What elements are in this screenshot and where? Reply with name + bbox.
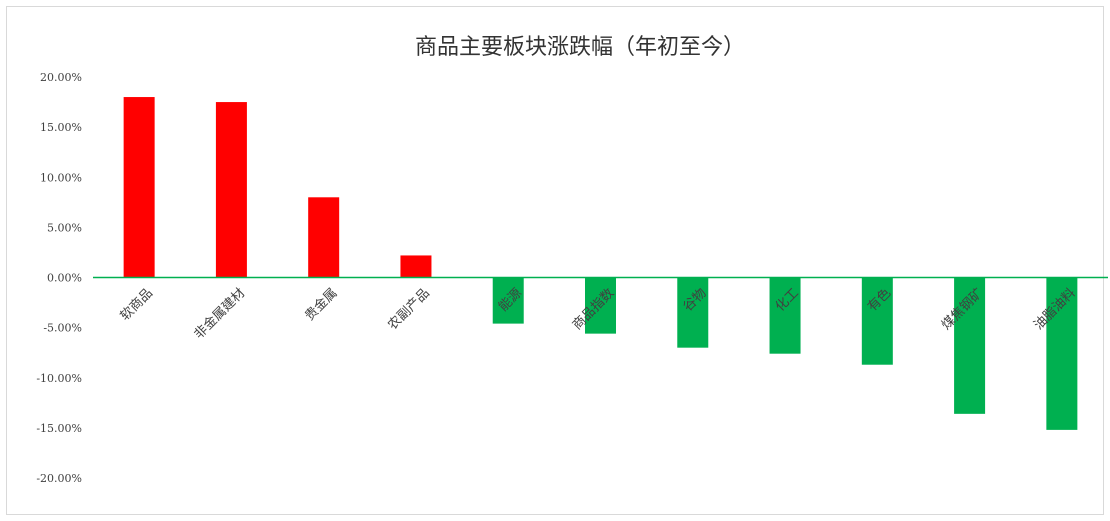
- chart-title: 商品主要板块涨跌幅（年初至今）: [415, 35, 745, 60]
- y-tick-label: 10.00%: [40, 171, 82, 184]
- bar: [400, 255, 432, 278]
- x-tick-label: 非金属建材: [191, 285, 248, 342]
- y-tick-label: -20.00%: [36, 472, 82, 485]
- y-tick-label: -5.00%: [43, 322, 82, 335]
- y-axis: 20.00% 15.00% 10.00% 5.00% 0.00% -5.00% -10.00…: [36, 71, 82, 485]
- y-tick-label: 15.00%: [40, 121, 82, 134]
- bar: [308, 197, 340, 278]
- bar: [677, 277, 709, 348]
- bar: [585, 277, 616, 334]
- bar: [861, 277, 893, 365]
- y-tick-label: -10.00%: [36, 372, 82, 385]
- bar: [123, 97, 155, 278]
- y-tick-label: 0.00%: [47, 272, 82, 285]
- y-tick-label: -15.00%: [36, 422, 82, 435]
- x-tick-label: 贵金属: [302, 285, 341, 324]
- y-tick-label: 20.00%: [40, 71, 82, 84]
- bar: [769, 277, 801, 354]
- bars: [123, 97, 1078, 430]
- chart-frame: [6, 6, 1104, 515]
- bar: [215, 102, 247, 278]
- bar: [492, 277, 524, 324]
- x-tick-label: 软商品: [118, 286, 156, 324]
- y-tick-label: 5.00%: [47, 221, 82, 234]
- x-axis: 软商品 非金属建材 贵金属 农副产品 能源 商品指数 谷物 化工 有色 煤焦钢矿 油脂油料: [118, 285, 1079, 342]
- bar: [1046, 277, 1078, 430]
- x-tick-label: 农副产品: [385, 286, 432, 333]
- bar: [954, 277, 986, 414]
